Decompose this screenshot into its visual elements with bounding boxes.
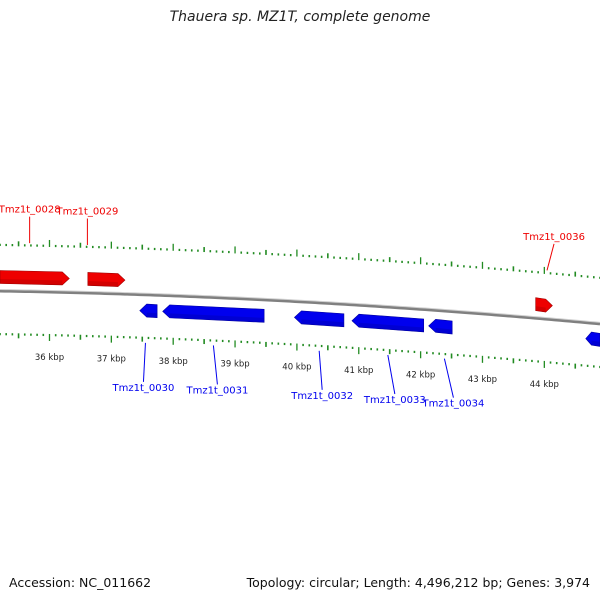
gene-label-leader [387,354,396,395]
gene-label: Tmz1t_0036 [522,232,585,243]
gene-shade [0,279,63,285]
tick-label: 39 kbp [220,359,249,369]
gene-arrow [162,304,265,323]
gene-label-leader [212,345,218,385]
gene-arrow [139,303,158,318]
gene-arrow [293,310,345,328]
gene-arrow [87,272,126,287]
gene-label-leader [142,342,146,382]
gene-shade [435,327,453,335]
tick-label: 41 kbp [344,366,373,376]
tick-label: 38 kbp [159,357,188,367]
gene-label: Tmz1t_0031 [185,385,248,396]
accession-text: Accession: NC_011662 [9,575,152,590]
genome-summary-text: Topology: circular; Length: 4,496,212 bp… [246,575,590,590]
gene-shade [591,340,600,347]
gene-features [0,270,600,347]
tick-label: 40 kbp [282,363,311,373]
gene-arrow [351,313,425,333]
tick-labels: 36 kbp 37 kbp 38 kbp 39 kbp 40 kbp 41 kbp 42 k… [35,353,559,390]
gene-arrow [585,331,600,347]
gene-shade [358,322,424,332]
backbone-line [0,289,600,326]
map-title: Thauera sp. MZ1T, complete genome [169,9,431,25]
gene-shade [87,280,118,287]
tick-label: 44 kbp [530,380,559,390]
gene-label: Tmz1t_0029 [55,206,118,217]
tick-label: 43 kbp [468,375,497,385]
genome-backbone [0,289,600,326]
gene-arrow [0,270,70,286]
gene-label-leader [546,243,555,271]
gene-label: Tmz1t_0030 [112,383,175,394]
gene-label: Tmz1t_0033 [363,395,426,406]
gene-shade [146,312,158,318]
gene-label: Tmz1t_0032 [290,391,353,402]
gene-shade [169,313,265,323]
gene-arrow [428,319,453,335]
inner-tick-ring [0,333,600,369]
gene-shade [535,306,546,313]
gene-label: Tmz1t_0034 [421,399,484,410]
backbone-highlight [0,289,600,323]
outer-tick-ring [0,239,600,279]
gene-label-leader [318,350,323,390]
gene-label-leader [443,358,454,398]
tick-label: 37 kbp [97,355,126,365]
gene-arrow [535,297,553,313]
tick-label: 42 kbp [406,370,435,380]
gene-label: Tmz1t_0028 [0,205,61,216]
tick-label: 36 kbp [35,353,64,363]
gene-shade [301,319,344,327]
